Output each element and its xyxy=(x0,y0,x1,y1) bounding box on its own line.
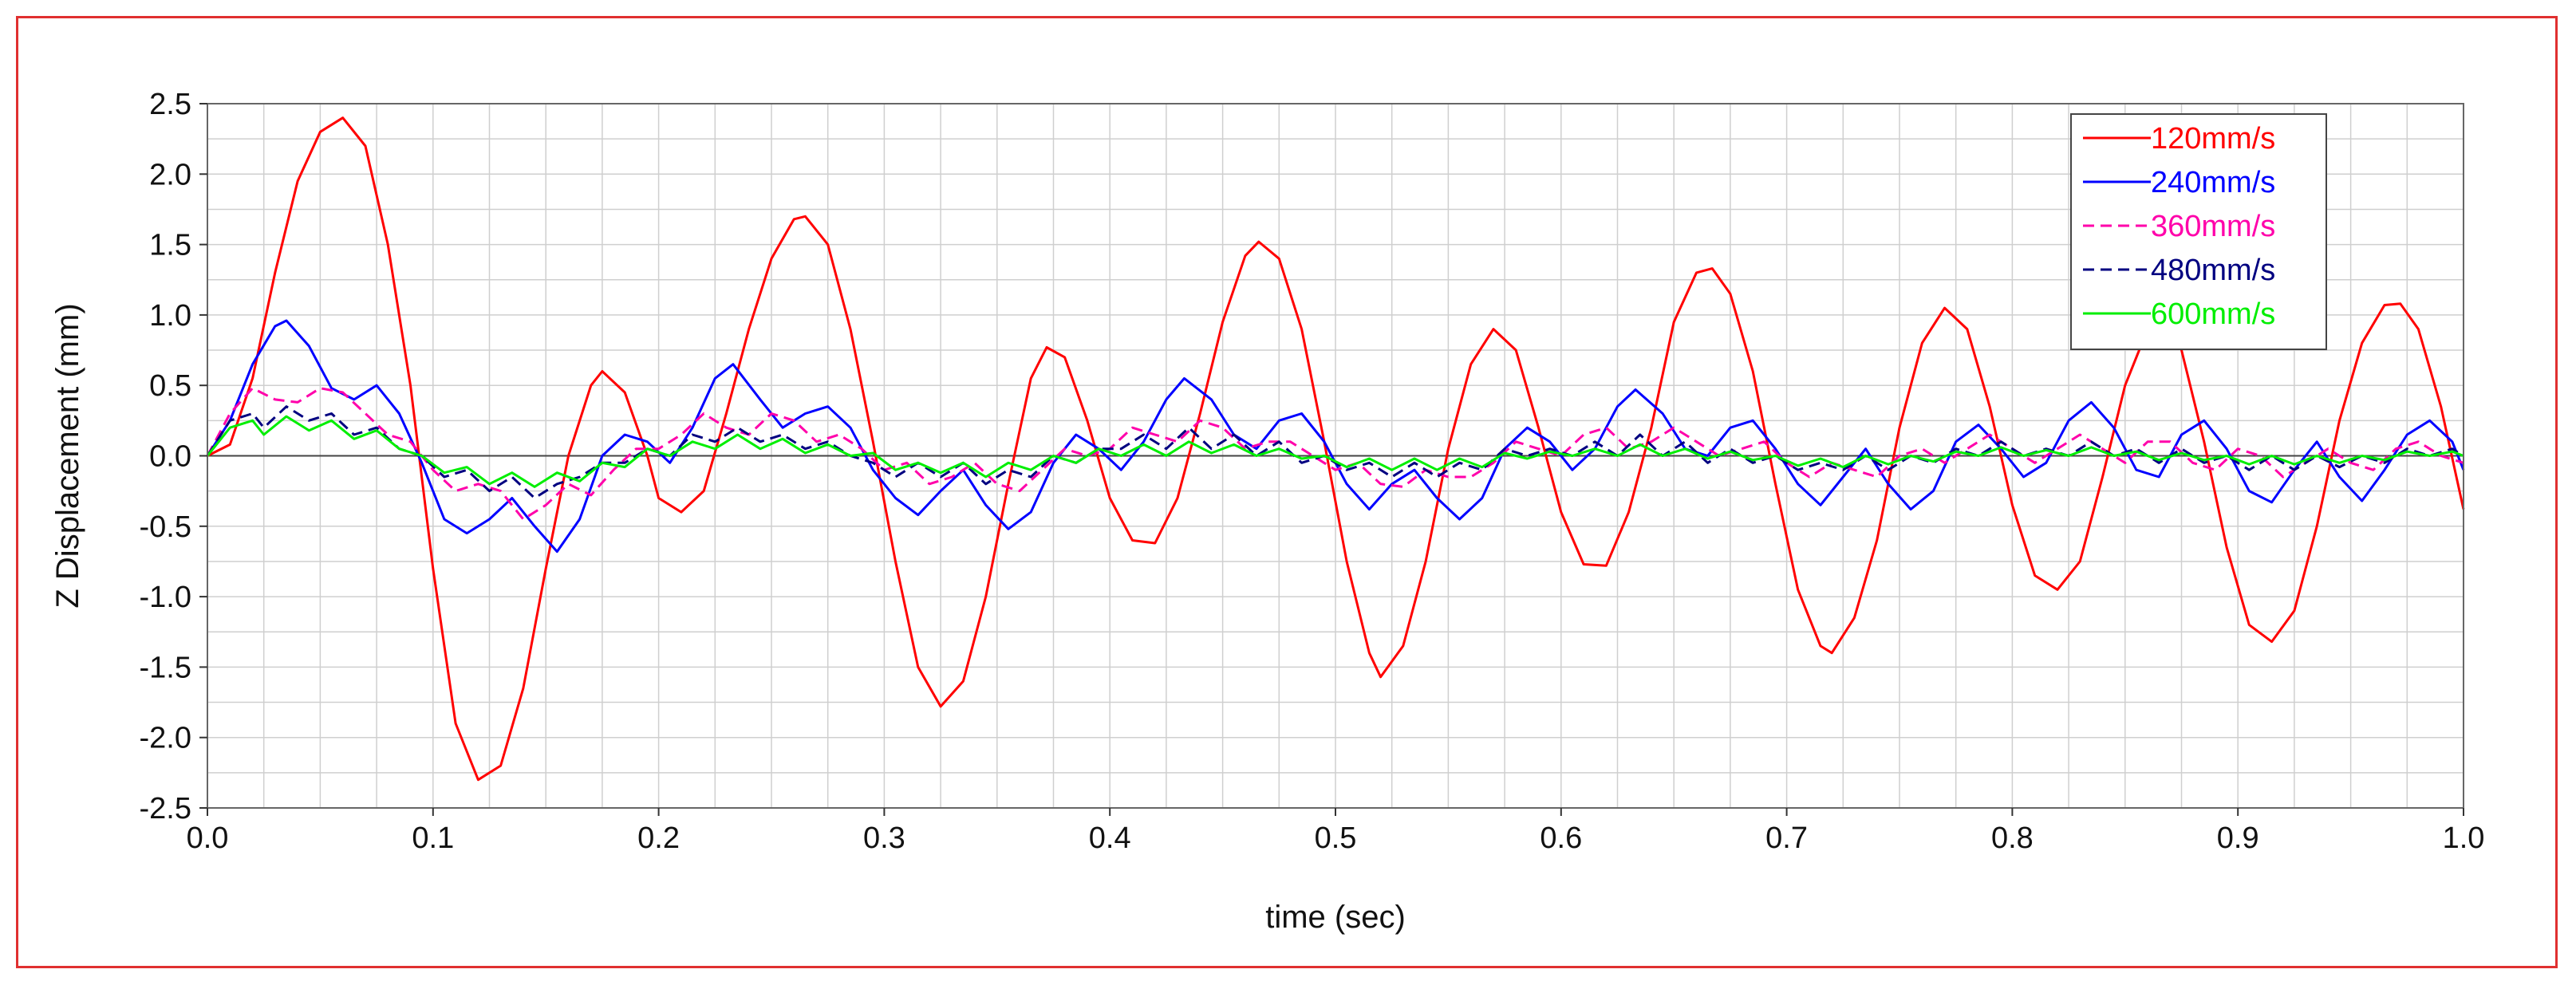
x-tick-label: 0.8 xyxy=(1991,821,2034,855)
y-tick-label: 2.0 xyxy=(149,158,191,191)
x-tick-label: 0.9 xyxy=(2217,821,2259,855)
y-tick-label: -2.0 xyxy=(140,722,191,755)
x-tick-label: 1.0 xyxy=(2443,821,2485,855)
x-tick-label: 0.5 xyxy=(1315,821,1357,855)
series-layer xyxy=(206,116,2465,782)
x-tick-label: 0.2 xyxy=(637,821,680,855)
x-tick-label: 0.3 xyxy=(863,821,905,855)
y-tick-label: -2.5 xyxy=(140,792,191,825)
x-tick-label: 0.0 xyxy=(187,821,229,855)
series-line-600mm-s xyxy=(206,415,2464,488)
tick-marks xyxy=(199,103,2464,816)
legend-label: 480mm/s xyxy=(2151,254,2275,287)
x-tick-labels: 0.0 0.1 0.2 0.3 0.4 0.5 0.6 0.7 0.8 0.9 1.0 xyxy=(187,821,2485,855)
y-tick-label: -1.5 xyxy=(140,651,191,684)
chart-frame: 0.0 0.1 0.2 0.3 0.4 0.5 0.6 0.7 0.8 0.9 1.0 2.5 2.0… xyxy=(16,16,2558,968)
legend-item: 240mm/s xyxy=(2083,166,2275,199)
series-line-480mm-s xyxy=(206,405,2464,499)
x-axis-title: time (sec) xyxy=(1265,900,1406,935)
x-tick-label: 0.6 xyxy=(1540,821,1582,855)
legend-item: 120mm/s xyxy=(2083,122,2275,156)
y-tick-label: 1.5 xyxy=(149,229,191,262)
chart: 0.0 0.1 0.2 0.3 0.4 0.5 0.6 0.7 0.8 0.9 1.0 2.5 2.0… xyxy=(50,88,2485,935)
x-tick-label: 0.7 xyxy=(1765,821,1808,855)
y-tick-label: 0.0 xyxy=(149,440,191,474)
y-tick-label: -0.5 xyxy=(140,510,191,544)
legend-label: 240mm/s xyxy=(2151,166,2275,199)
legend-box xyxy=(2070,113,2327,350)
legend: 120mm/s 240mm/s 360mm/s 480mm/s 600mm/s xyxy=(2070,113,2327,350)
y-tick-label: 1.0 xyxy=(149,299,191,333)
y-tick-label: 0.5 xyxy=(149,369,191,403)
legend-item: 600mm/s xyxy=(2083,297,2275,331)
x-tick-label: 0.1 xyxy=(412,821,454,855)
legend-label: 120mm/s xyxy=(2151,122,2275,156)
series-line-120mm-s xyxy=(207,116,2465,782)
legend-label: 360mm/s xyxy=(2151,210,2275,243)
legend-item: 360mm/s xyxy=(2083,210,2275,243)
legend-label: 600mm/s xyxy=(2151,297,2275,331)
y-tick-labels: 2.5 2.0 1.5 1.0 0.5 0.0 -0.5 -1.0 -1.5 -2.0 -2.5 xyxy=(140,88,191,825)
y-tick-label: 2.5 xyxy=(149,88,191,121)
legend-item: 480mm/s xyxy=(2083,254,2275,287)
y-axis-title: Z Displacement (mm) xyxy=(50,303,85,608)
x-tick-label: 0.4 xyxy=(1089,821,1131,855)
y-tick-label: -1.0 xyxy=(140,581,191,614)
series-line-360mm-s xyxy=(206,387,2464,521)
